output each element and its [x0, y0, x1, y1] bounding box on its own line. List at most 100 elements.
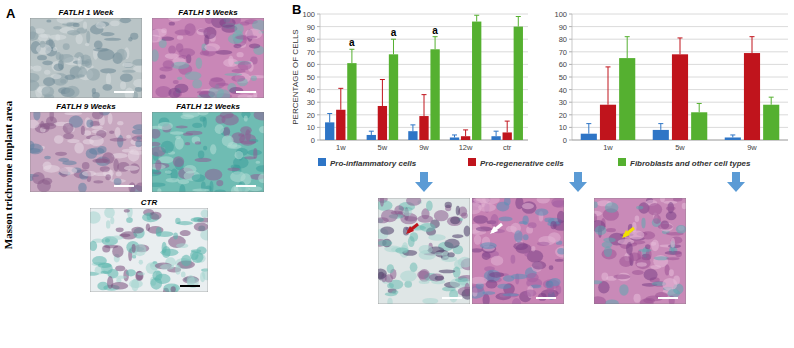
micrograph-texture — [111, 236, 124, 240]
micrograph-texture — [152, 29, 167, 37]
tick-label: 60 — [307, 60, 315, 69]
micrograph-texture — [160, 264, 174, 270]
micrograph-bg — [152, 18, 264, 98]
tick-mark — [317, 140, 320, 141]
error-line — [752, 37, 753, 53]
micrograph-texture — [92, 112, 104, 119]
panel-label: A — [6, 6, 16, 21]
micrograph-texture — [175, 218, 180, 224]
error-line — [627, 37, 628, 58]
micrograph-texture — [59, 54, 74, 63]
micrograph-texture — [514, 230, 523, 242]
error-line — [465, 130, 466, 136]
micrograph-texture — [594, 296, 606, 304]
micrograph-texture — [511, 255, 516, 264]
micrograph-texture — [177, 77, 182, 80]
micrograph-texture — [152, 169, 161, 176]
micrograph-frame — [378, 198, 470, 304]
micrograph-texture — [555, 246, 564, 258]
micrograph — [30, 112, 142, 192]
micrograph-texture — [76, 74, 84, 77]
micrograph-texture — [55, 152, 67, 156]
axis-title: PERCENTAGE OF CELLS — [291, 29, 300, 124]
annotation: a — [391, 27, 397, 38]
tick-mark — [317, 77, 320, 78]
micrograph-texture — [498, 217, 512, 222]
micrograph-texture — [168, 18, 182, 21]
micrograph-texture — [158, 122, 173, 130]
arrow — [415, 172, 433, 192]
micrograph-texture — [175, 137, 184, 149]
error-line — [371, 131, 372, 135]
micrograph-texture — [95, 22, 105, 29]
micrograph-texture — [504, 198, 511, 206]
micrograph-texture — [194, 158, 211, 162]
micrograph-texture — [666, 207, 676, 211]
micrograph-texture — [115, 265, 125, 271]
chart: 0102030405060708090100PERCENTAGE OF CELL… — [291, 10, 528, 152]
micrograph-texture — [595, 226, 607, 236]
error-line — [496, 131, 497, 136]
pointer-head — [406, 226, 414, 234]
micrograph-texture — [235, 151, 244, 159]
micrograph-texture — [46, 19, 51, 22]
micrograph-texture — [112, 245, 123, 257]
tick-label: 20 — [559, 111, 567, 120]
micrograph-texture — [538, 293, 546, 301]
micrograph-texture — [639, 249, 652, 252]
micrograph-texture — [130, 33, 138, 40]
micrograph-texture — [524, 253, 528, 257]
micrograph-texture — [90, 211, 101, 223]
micrograph-texture — [241, 141, 256, 145]
micrograph-texture — [447, 252, 454, 257]
micrograph-texture — [101, 32, 115, 36]
micrograph-texture — [30, 73, 40, 83]
micrograph-texture — [124, 209, 130, 213]
micrograph-texture — [651, 239, 659, 251]
error-cap — [658, 123, 663, 124]
axis-line — [320, 14, 321, 140]
micrograph-bg — [472, 198, 564, 304]
micrograph-texture — [419, 280, 430, 284]
error-cap — [730, 134, 735, 135]
micrograph — [152, 18, 264, 98]
tick-mark — [317, 26, 320, 27]
micrograph-texture — [102, 84, 112, 91]
micrograph-texture — [105, 238, 110, 242]
micrograph-texture — [215, 50, 232, 55]
error-line — [507, 121, 508, 132]
micrograph-texture — [122, 149, 134, 153]
micrograph-texture — [490, 214, 498, 227]
error-cap — [516, 16, 521, 17]
bar — [672, 54, 688, 140]
micrograph-frame — [90, 208, 208, 292]
legend-entry: Fibroblasts and other cell types — [630, 159, 751, 168]
micrograph-texture — [406, 198, 421, 206]
tick-label: 40 — [307, 86, 315, 95]
error-cap — [494, 131, 499, 132]
micrograph-texture — [40, 123, 56, 130]
tick-mark — [569, 64, 572, 65]
micrograph-texture — [109, 131, 114, 135]
bar — [408, 131, 417, 140]
micrograph-texture — [179, 184, 185, 192]
tick-mark — [569, 14, 572, 15]
micrograph-texture — [254, 112, 264, 120]
micrograph-texture — [110, 138, 127, 142]
micrograph-texture — [667, 289, 680, 298]
micrograph-texture — [240, 126, 252, 134]
micrograph-texture — [619, 284, 628, 296]
micrograph-bg — [594, 198, 686, 304]
micrograph-texture — [404, 216, 417, 221]
micrograph-texture — [435, 276, 444, 281]
micrograph-texture — [176, 243, 188, 248]
micrograph-texture — [231, 75, 245, 82]
micrograph — [594, 198, 686, 304]
error-cap — [338, 88, 343, 89]
micrograph-texture — [666, 211, 677, 220]
micrograph-bg — [30, 112, 142, 192]
micrograph-texture — [135, 87, 142, 92]
micrograph-texture — [53, 26, 62, 30]
micrograph-texture — [60, 79, 66, 84]
micrograph-texture — [104, 208, 115, 218]
